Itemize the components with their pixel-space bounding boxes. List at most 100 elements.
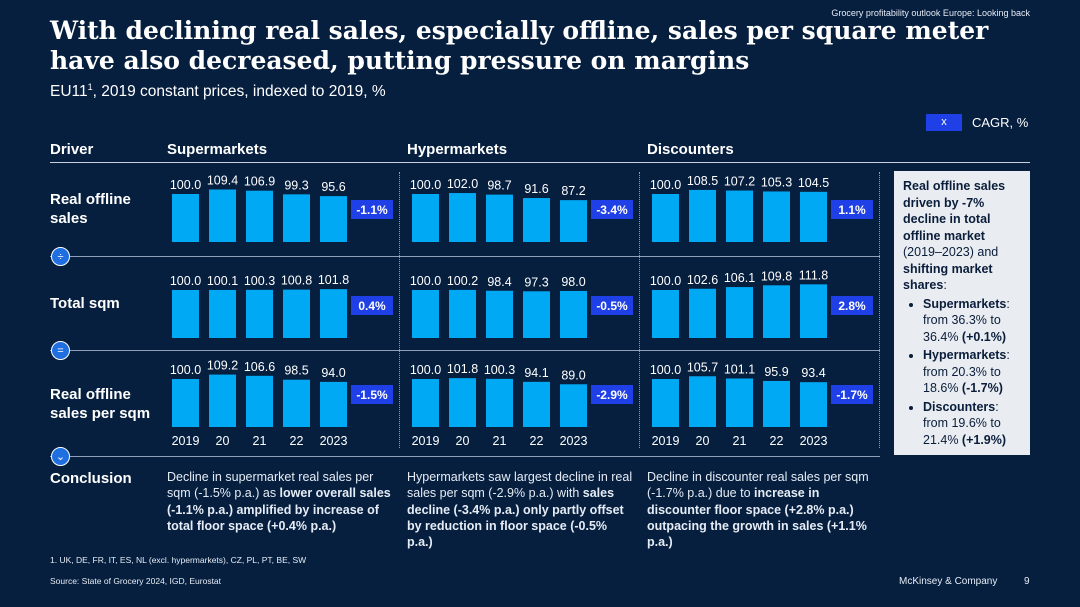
bar xyxy=(800,382,827,427)
bar-value-label: 109.8 xyxy=(761,269,792,283)
x-axis-tick-label: 2023 xyxy=(800,434,828,448)
bar xyxy=(209,289,236,338)
callout-item-name: Discounters xyxy=(923,399,996,414)
cagr-box xyxy=(351,296,393,315)
column-header-hypermarkets: Hypermarkets xyxy=(407,141,508,158)
row-label-conclusion: Conclusion xyxy=(50,470,132,487)
conclusion-emphasis: increase in discounter floor space (+2.8… xyxy=(647,486,867,550)
bar xyxy=(523,198,550,242)
bar xyxy=(283,289,310,338)
cagr-label: 2.8% xyxy=(838,299,866,313)
row-label-real-offline-sales: Real offline sales xyxy=(50,191,131,227)
bar xyxy=(726,378,753,427)
callout-item-text: from 20.3% to 18.6% xyxy=(923,364,1001,396)
bar xyxy=(412,379,439,427)
header-divider xyxy=(50,162,1030,163)
column-header-driver: Driver xyxy=(50,141,94,158)
x-axis-tick-label: 21 xyxy=(253,434,267,448)
column-header-discounters: Discounters xyxy=(647,141,734,158)
row-label-sales-per-sqm: Real offline sales per sqm xyxy=(50,386,151,422)
bar-value-label: 94.1 xyxy=(524,366,548,380)
page-subtitle: EU111, 2019 constant prices, indexed to … xyxy=(50,82,386,101)
bar-value-label: 111.8 xyxy=(799,268,828,282)
callout-shares-label: shifting market shares xyxy=(903,261,993,293)
subtitle-rest: , 2019 constant prices, indexed to 2019,… xyxy=(92,83,386,101)
bar xyxy=(283,379,310,427)
bar-value-label: 101.8 xyxy=(447,362,478,376)
callout-item-name: Supermarkets xyxy=(923,296,1007,311)
page-title: With declining real sales, especially of… xyxy=(50,16,989,75)
subtitle-footnote-ref: 1 xyxy=(87,82,93,92)
bar-value-label: 98.5 xyxy=(284,364,308,378)
bar-value-label: 99.3 xyxy=(284,178,308,192)
bar xyxy=(246,190,273,242)
bar xyxy=(412,194,439,242)
x-axis-tick-label: 22 xyxy=(530,434,544,448)
bar xyxy=(320,196,347,242)
bar xyxy=(652,194,679,242)
bar xyxy=(320,289,347,338)
callout-item-name: Hypermarkets xyxy=(923,348,1007,362)
bar xyxy=(800,284,827,338)
bar-value-label: 106.9 xyxy=(244,175,275,189)
bar-value-label: 102.6 xyxy=(687,273,718,287)
bar-value-label: 91.6 xyxy=(524,182,548,196)
bar-value-label: 109.4 xyxy=(207,173,238,187)
cagr-label: -0.5% xyxy=(596,299,628,313)
bar-value-label: 95.6 xyxy=(321,180,345,194)
equals-icon: = xyxy=(51,341,70,360)
cagr-box xyxy=(351,385,393,404)
row-divider xyxy=(50,256,880,257)
bar xyxy=(523,291,550,338)
column-header-supermarkets: Supermarkets xyxy=(167,141,268,158)
callout-item-delta: (-1.7%) xyxy=(961,381,1003,395)
bar-value-label: 100.3 xyxy=(244,274,275,288)
deck-header-note: Grocery profitability outlook Europe: Lo… xyxy=(831,8,1030,18)
row-label-total-sqm: Total sqm xyxy=(50,295,120,312)
bar-value-label: 100.0 xyxy=(170,363,201,377)
callout-item-hypermarkets: Hypermarkets: from 20.3% to 18.6% (-1.7%… xyxy=(923,347,1022,397)
divide-icon: ÷ xyxy=(51,247,70,266)
bar-value-label: 106.1 xyxy=(724,271,755,285)
bar-value-label: 100.0 xyxy=(170,274,201,288)
cagr-box xyxy=(831,296,873,315)
bar-value-label: 100.0 xyxy=(410,178,441,192)
bar xyxy=(763,191,790,242)
cagr-box xyxy=(591,296,633,315)
source-note: Source: State of Grocery 2024, IGD, Euro… xyxy=(50,576,222,586)
cagr-label: -2.9% xyxy=(596,388,628,402)
x-axis-tick-label: 20 xyxy=(456,434,470,448)
cagr-label: -1.5% xyxy=(356,388,388,402)
bar xyxy=(800,191,827,242)
bar-value-label: 100.0 xyxy=(650,274,681,288)
bar xyxy=(726,190,753,242)
x-axis-tick-label: 21 xyxy=(493,434,507,448)
bar-value-label: 95.9 xyxy=(764,365,788,379)
bar xyxy=(763,380,790,427)
bar-value-label: 87.2 xyxy=(561,184,585,198)
cagr-label: 0.4% xyxy=(358,299,386,313)
page-number: 9 xyxy=(1024,576,1030,587)
bar xyxy=(449,289,476,338)
bar-value-label: 94.0 xyxy=(321,366,345,380)
conclusion-text: Hypermarkets saw largest decline in real… xyxy=(407,470,633,501)
x-axis-tick-label: 2023 xyxy=(320,434,348,448)
callout-item-supermarkets: Supermarkets: from 36.3% to 36.4% (+0.1%… xyxy=(923,296,1022,346)
row-divider xyxy=(50,350,880,351)
callout-headline: Real offline sales driven by -7% decline… xyxy=(903,179,1006,243)
bar-value-label: 100.0 xyxy=(410,363,441,377)
bar xyxy=(486,290,513,338)
x-axis-tick-label: 2019 xyxy=(652,434,680,448)
legend-cagr-marker: x xyxy=(926,114,962,131)
bar xyxy=(726,287,753,338)
x-axis-tick-label: 22 xyxy=(770,434,784,448)
bar xyxy=(560,384,587,427)
bar-value-label: 98.7 xyxy=(487,179,511,193)
bar-value-label: 101.1 xyxy=(724,362,755,376)
column-divider xyxy=(639,172,640,448)
cagr-box xyxy=(831,385,873,404)
x-axis-tick-label: 2019 xyxy=(412,434,440,448)
conclusion-discounters: Decline in discounter real sales per sqm… xyxy=(647,469,873,550)
conclusion-emphasis: lower overall sales (-1.1% p.a.) amplifi… xyxy=(167,486,391,533)
